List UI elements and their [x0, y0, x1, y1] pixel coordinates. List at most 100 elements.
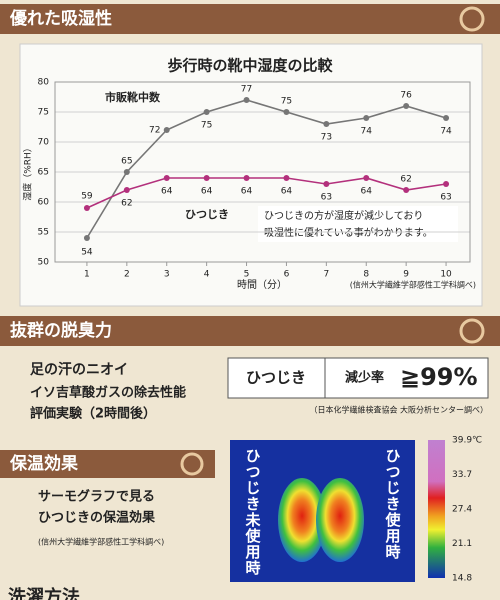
x-tick-label: 10 — [440, 270, 452, 280]
x-tick-label: 9 — [403, 270, 409, 280]
scale-label: 27.4 — [452, 505, 472, 515]
x-tick-label: 5 — [244, 270, 250, 280]
data-label: 65 — [121, 157, 132, 167]
data-label: 64 — [161, 187, 173, 197]
data-label: 73 — [321, 133, 332, 143]
data-point — [443, 115, 450, 121]
foot-heat — [278, 478, 326, 562]
section-title: 抜群の脱臭力 — [10, 320, 112, 341]
data-label: 64 — [281, 187, 293, 197]
spiral — [459, 6, 485, 32]
text-line: イソ吉草酸ガスの除去性能 — [30, 385, 186, 401]
data-label: 77 — [241, 85, 252, 95]
data-label: 63 — [440, 193, 451, 203]
section-title: 保温効果 — [9, 453, 78, 474]
data-label: 62 — [121, 199, 132, 209]
data-label: 62 — [400, 175, 411, 185]
y-tick-label: 70 — [38, 138, 50, 148]
data-point — [403, 187, 410, 193]
scale-label: 14.8 — [452, 574, 472, 584]
chart: 歩行時の靴中湿度の比較 湿度（%RH） 時間（分） (信州大学繊維学部感性工学科… — [22, 57, 477, 292]
data-point — [203, 175, 210, 181]
legend-label: 市販靴中数 — [105, 90, 161, 104]
x-tick-label: 2 — [124, 270, 130, 280]
color-scale — [428, 440, 445, 578]
data-point — [243, 175, 250, 181]
data-point — [363, 175, 370, 181]
scale-label: 21.1 — [452, 539, 472, 549]
section-bar — [0, 4, 500, 34]
data-point — [203, 109, 210, 115]
x-tick-label: 7 — [323, 270, 329, 280]
annotation: ひつじきの方が湿度が減少しており — [264, 209, 423, 222]
data-label: 76 — [400, 91, 412, 101]
data-label: 64 — [201, 187, 213, 197]
data-point — [283, 109, 290, 115]
section-title: 優れた吸湿性 — [9, 8, 112, 29]
y-tick-label: 80 — [38, 78, 50, 88]
text-line: ひつじきの保温効果 — [38, 510, 155, 526]
data-point — [83, 235, 90, 241]
data-label: 64 — [241, 187, 253, 197]
scale-labels: 39.9℃ 33.7 27.4 21.1 14.8 — [452, 436, 482, 584]
y-tick-label: 50 — [38, 258, 50, 268]
annotation-box — [258, 206, 458, 242]
section-bar — [0, 316, 500, 346]
x-tick-label: 6 — [284, 270, 290, 280]
x-tick-label: 1 — [84, 270, 90, 280]
data-point — [443, 181, 450, 187]
series-line — [86, 99, 447, 239]
data-label: 75 — [201, 121, 212, 131]
x-tick-label: 3 — [164, 270, 170, 280]
data-point — [243, 97, 250, 103]
x-axis-label: 時間（分） — [237, 279, 287, 291]
right-label: ひつじき使用時 — [384, 448, 402, 560]
data-label: 75 — [281, 97, 292, 107]
rate-label: 減少率 — [345, 370, 384, 386]
source-note: (信州大学繊維学部感性工学科調べ) — [38, 537, 164, 547]
data-point — [83, 205, 90, 211]
source-note: (信州大学繊維学部感性工学科調べ) — [350, 280, 476, 290]
y-tick-label: 60 — [38, 198, 50, 208]
y-tick-label: 75 — [38, 108, 49, 118]
x-tick-label: 4 — [204, 270, 210, 280]
data-point — [323, 181, 330, 187]
y-tick-label: 55 — [38, 228, 49, 238]
scale-label: 33.7 — [452, 470, 472, 480]
data-point — [363, 115, 370, 121]
foot-heat — [316, 478, 364, 562]
spiral — [459, 318, 485, 344]
data-point — [323, 121, 330, 127]
data-point — [403, 103, 410, 109]
section-title: 洗濯方法 — [8, 586, 80, 600]
scale-label: 39.9℃ — [452, 436, 482, 446]
chart-panel — [19, 43, 483, 307]
y-axis-label: 湿度（%RH） — [22, 143, 34, 201]
data-label: 54 — [81, 248, 93, 258]
data-label: 74 — [440, 127, 452, 137]
data-point — [163, 175, 170, 181]
chart-title: 歩行時の靴中湿度の比較 — [167, 57, 333, 75]
source-note: （日本化学繊維検査協会 大阪分析センター調べ） — [309, 405, 488, 415]
data-label: 74 — [361, 127, 373, 137]
text-line: 足の汗のニオイ — [30, 361, 128, 378]
data-label: 63 — [321, 193, 332, 203]
product-label: ひつじき — [246, 369, 306, 387]
x-tick-label: 8 — [363, 270, 369, 280]
data-label: 72 — [149, 126, 160, 136]
data-label: 64 — [361, 187, 373, 197]
section-bar — [0, 450, 215, 478]
data-label: 59 — [81, 192, 93, 202]
series-line — [86, 177, 447, 209]
left-label: ひつじき未使用時 — [244, 448, 262, 576]
data-point — [283, 175, 290, 181]
plot-frame — [54, 81, 471, 263]
text-line: 評価実験（2時間後） — [30, 406, 156, 422]
text-line: サーモグラフで見る — [38, 489, 155, 505]
data-point — [163, 127, 170, 133]
data-point — [123, 187, 130, 193]
rate-value: ≧99% — [400, 363, 478, 391]
y-tick-label: 65 — [38, 168, 49, 178]
legend-label: ひつじき — [185, 208, 229, 221]
